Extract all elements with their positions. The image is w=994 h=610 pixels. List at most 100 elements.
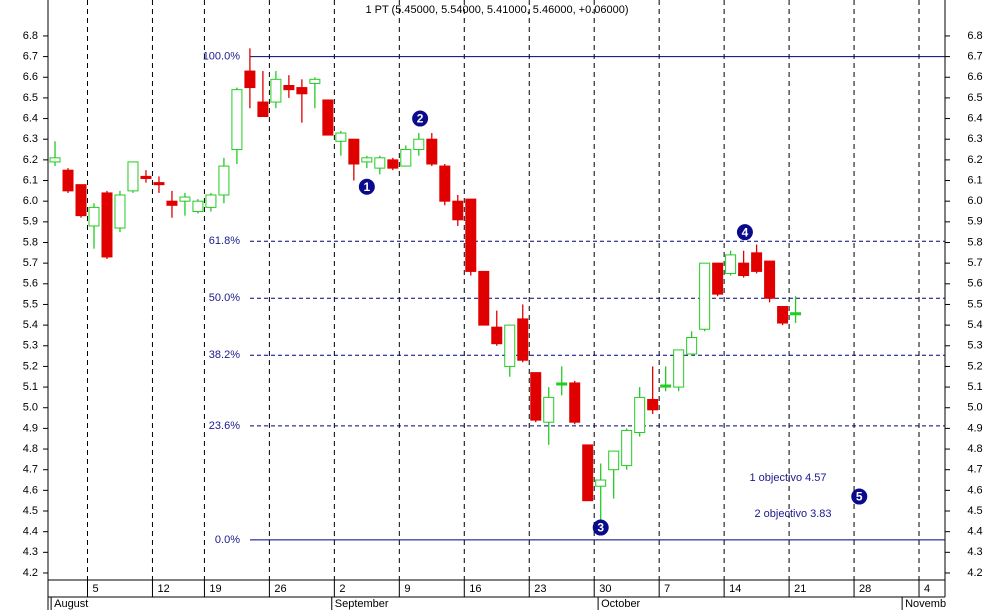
candle-body: [478, 270, 490, 326]
candle-body: [556, 382, 568, 386]
candle-body: [530, 372, 542, 421]
x-tick-label: 26: [274, 583, 286, 595]
marker-label: 2: [417, 112, 424, 126]
y-tick-label: 6.6: [23, 71, 38, 83]
level-label: 0.0%: [215, 534, 240, 546]
y-tick-label: 4.8: [23, 443, 38, 455]
candle-body: [283, 85, 295, 91]
level-label: 38.2%: [209, 349, 240, 361]
month-label: October: [601, 598, 640, 610]
candle-body: [621, 429, 633, 467]
candle-body: [218, 165, 230, 196]
candle-body: [426, 138, 438, 165]
candle-body: [595, 479, 607, 487]
candle-body: [140, 175, 152, 179]
y-tick-label: 6.5: [967, 92, 982, 104]
y-tick-label: 5.7: [967, 257, 982, 269]
marker-label: 4: [742, 225, 749, 239]
marker-label: 5: [856, 490, 863, 504]
candle-body: [543, 396, 555, 423]
y-tick-label: 5.6: [23, 278, 38, 290]
candle-body: [374, 157, 386, 169]
candle-body: [75, 184, 87, 217]
level-label: 61.8%: [209, 235, 240, 247]
y-tick-label: 4.7: [23, 464, 38, 476]
y-tick-label: 4.8: [967, 443, 982, 455]
candle-body: [790, 312, 802, 316]
candle-body: [127, 161, 139, 192]
y-tick-label: 5.3: [967, 340, 982, 352]
chart-title: 1 PT (5.45000, 5.54000, 5.41000, 5.46000…: [365, 4, 628, 16]
y-tick-label: 6.1: [967, 174, 982, 186]
y-tick-label: 5.6: [967, 278, 982, 290]
candle-body: [387, 159, 399, 169]
y-tick-label: 6.5: [23, 92, 38, 104]
x-tick-label: 14: [729, 583, 741, 595]
candle-body: [205, 194, 217, 208]
candle-body: [699, 262, 711, 330]
candle-body: [517, 318, 529, 361]
candle-body: [686, 337, 698, 355]
x-tick-label: 5: [92, 583, 98, 595]
y-tick-label: 5.3: [23, 340, 38, 352]
y-tick-label: 6.2: [23, 154, 38, 166]
marker-label: 3: [597, 521, 604, 535]
candle-body: [439, 165, 451, 202]
y-tick-label: 5.1: [967, 381, 982, 393]
marker: [358, 178, 375, 195]
x-tick-label: 9: [404, 583, 410, 595]
y-tick-label: 5.5: [967, 298, 982, 310]
candle-body: [569, 382, 581, 423]
candle-body: [751, 252, 763, 272]
candle-body: [725, 254, 737, 274]
candle-body: [153, 182, 165, 186]
y-tick-label: 6.0: [23, 195, 38, 207]
note: 2 objectivo 3.83: [754, 508, 831, 520]
candle-body: [322, 99, 334, 136]
candle-body: [465, 198, 477, 272]
month-label: August: [54, 598, 88, 610]
candle-body: [712, 262, 724, 295]
y-tick-label: 6.8: [23, 30, 38, 42]
candle-body: [49, 157, 61, 163]
x-tick-label: 21: [794, 583, 806, 595]
level-label: 50.0%: [209, 292, 240, 304]
y-tick-label: 6.4: [23, 112, 38, 124]
candle-body: [608, 450, 620, 471]
x-tick-label: 16: [469, 583, 481, 595]
candle-body: [491, 326, 503, 345]
candle-body: [452, 200, 464, 221]
y-tick-label: 5.7: [23, 257, 38, 269]
y-tick-label: 4.5: [23, 505, 38, 517]
candle-body: [88, 206, 100, 227]
candle-body: [101, 192, 113, 258]
x-tick-label: 30: [599, 583, 611, 595]
candle-body: [114, 194, 126, 229]
y-tick-label: 5.8: [967, 236, 982, 248]
y-tick-label: 4.7: [967, 464, 982, 476]
y-tick-label: 4.4: [967, 526, 982, 538]
candle-body: [179, 196, 191, 202]
y-tick-label: 5.5: [23, 298, 38, 310]
x-tick-label: 12: [157, 583, 169, 595]
candle-body: [270, 78, 282, 103]
y-tick-label: 6.8: [967, 30, 982, 42]
candle-body: [504, 324, 516, 367]
marker-label: 1: [363, 180, 370, 194]
candle-body: [738, 262, 750, 277]
y-tick-label: 5.8: [23, 236, 38, 248]
marker: [736, 224, 753, 241]
y-tick-label: 4.9: [967, 422, 982, 434]
candle-body: [309, 78, 321, 84]
candle-body: [192, 200, 204, 213]
y-tick-label: 4.3: [23, 546, 38, 558]
y-tick-label: 5.1: [23, 381, 38, 393]
x-tick-label: 7: [664, 583, 670, 595]
y-tick-label: 5.2: [967, 360, 982, 372]
candle-body: [335, 132, 347, 142]
candle-body: [777, 306, 789, 324]
y-tick-label: 5.4: [23, 319, 38, 331]
x-tick-label: 23: [534, 583, 546, 595]
y-tick-label: 6.4: [967, 112, 982, 124]
candle-body: [361, 157, 373, 163]
